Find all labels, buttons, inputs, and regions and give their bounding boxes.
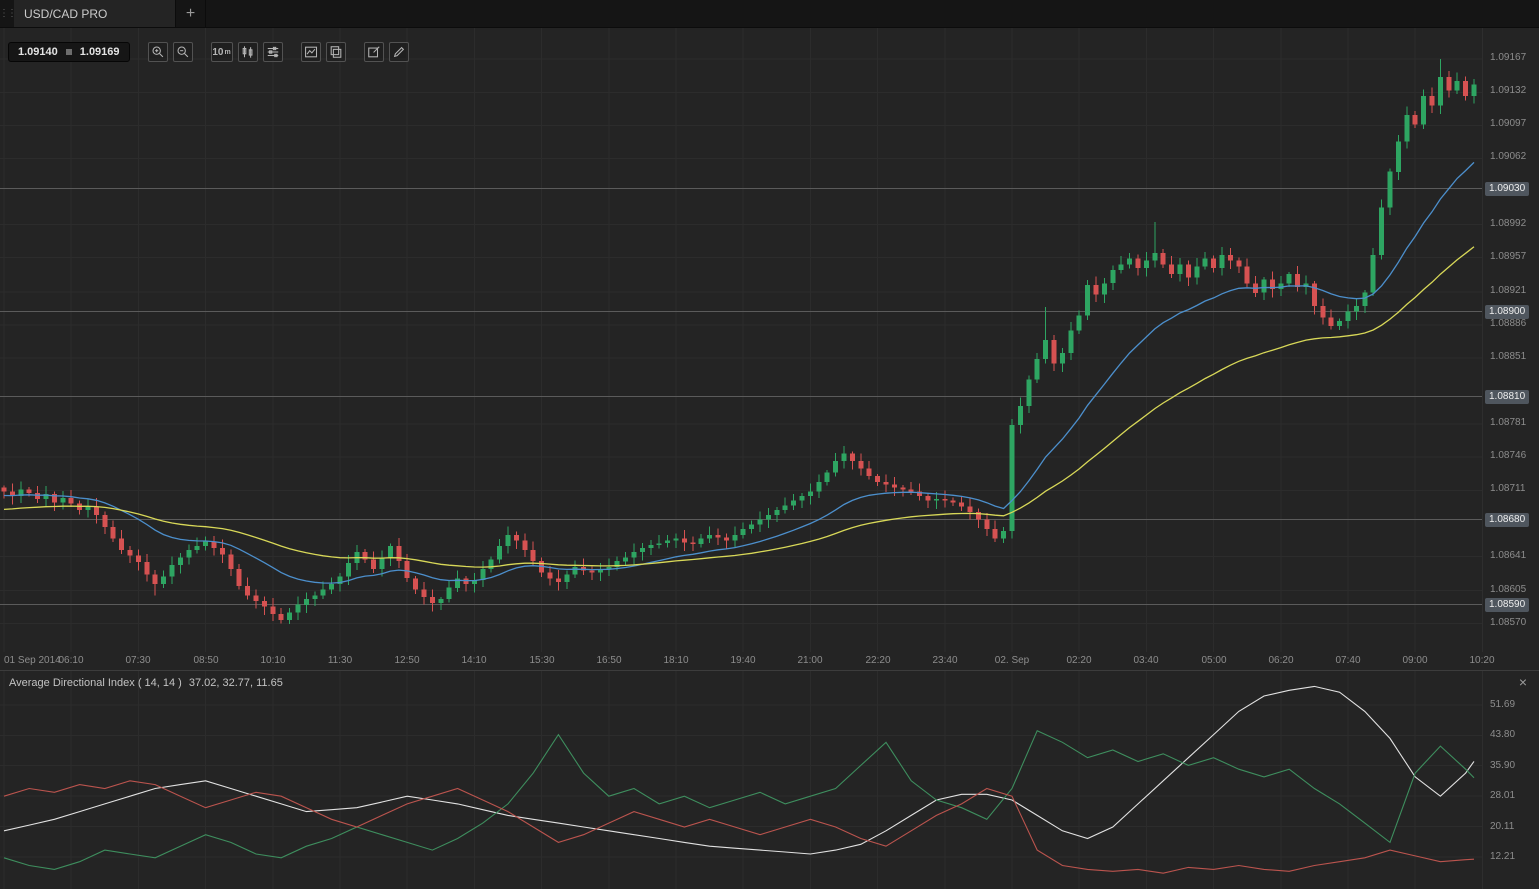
price-axis[interactable]: 1.09167 1.09132 1.09097 1.09062 1.09030 1.089… — [1482, 28, 1539, 652]
indicator-axis-label: 12.21 — [1490, 851, 1516, 862]
plus-di-line — [3, 729, 1475, 870]
chart-toolbar: 1.09140 1.09169 10 m — [8, 42, 409, 62]
price-chart[interactable] — [0, 28, 1482, 652]
price-axis-label: 1.08641 — [1490, 550, 1527, 561]
price-axis-label: 1.08851 — [1490, 351, 1527, 362]
price-axis-label: 1.08570 — [1490, 617, 1527, 628]
ma-fast-line — [3, 161, 1475, 584]
time-axis-label: 03:40 — [1133, 655, 1159, 666]
time-axis-label: 12:50 — [394, 655, 420, 666]
indicator-label: Average Directional Index ( 14, 14 ) 37.0… — [9, 677, 283, 689]
price-axis-label: 1.08886 — [1490, 318, 1527, 329]
tab-usdcad-pro[interactable]: USD/CAD PRO — [14, 0, 176, 27]
candlestick-icon — [242, 46, 252, 58]
adx-chart[interactable] — [0, 671, 1482, 889]
zoom-in-button[interactable] — [147, 42, 168, 62]
copy-icon — [330, 46, 341, 58]
price-axis-label: 1.09062 — [1490, 151, 1527, 162]
time-axis-label: 18:10 — [663, 655, 689, 666]
indicator-values: 37.02, 32.77, 11.65 — [188, 677, 283, 689]
indicator-axis-label: 43.80 — [1490, 729, 1516, 740]
duplicate-button[interactable] — [325, 42, 346, 62]
bid-price: 1.09140 — [18, 46, 58, 58]
indicators-button[interactable] — [262, 42, 283, 62]
price-level-badge: 1.08590 — [1485, 598, 1530, 612]
price-axis-label: 1.08992 — [1490, 218, 1527, 229]
timeframe-value: 10 — [212, 46, 224, 58]
window-grip-icon: ⋮⋮ — [0, 8, 17, 19]
time-axis-label: 06:10 — [58, 655, 84, 666]
level-lines — [0, 188, 1482, 606]
time-axis-label: 23:40 — [932, 655, 958, 666]
time-axis-label: 10:20 — [1469, 655, 1495, 666]
indicator-title: Average Directional Index ( 14, 14 ) — [9, 677, 182, 689]
adx-line — [3, 685, 1475, 855]
price-axis-label: 1.08957 — [1490, 251, 1527, 262]
indicator-axis[interactable]: 51.69 43.80 35.90 28.01 20.11 12.21 — [1482, 671, 1539, 889]
ask-price: 1.09169 — [79, 46, 120, 58]
chart-panel: 1.09167 1.09132 1.09097 1.09062 1.09030 1.089… — [0, 28, 1539, 670]
zoom-in-icon — [152, 46, 163, 58]
pencil-icon — [393, 46, 404, 58]
price-axis-label: 1.09132 — [1490, 85, 1527, 96]
indicator-close-button[interactable]: × — [1518, 674, 1528, 690]
timeframe-button[interactable]: 10 m — [210, 42, 233, 62]
time-axis-label: 02:20 — [1066, 655, 1092, 666]
annotate-button[interactable] — [363, 42, 384, 62]
spread-separator-icon — [65, 49, 72, 55]
sliders-icon — [267, 46, 278, 58]
time-axis-label: 22:20 — [865, 655, 891, 666]
price-axis-label: 1.08921 — [1490, 285, 1527, 296]
time-axis-label: 09:00 — [1402, 655, 1428, 666]
indicator-axis-label: 20.11 — [1490, 821, 1515, 832]
indicator-panel: Average Directional Index ( 14, 14 ) 37.0… — [0, 670, 1539, 889]
price-axis-label: 1.08781 — [1490, 417, 1527, 428]
chart-type-button[interactable] — [237, 42, 258, 62]
quote-display[interactable]: 1.09140 1.09169 — [8, 42, 130, 62]
price-axis-label: 1.09097 — [1490, 118, 1527, 129]
price-level-badge: 1.08680 — [1485, 513, 1530, 527]
compose-icon — [367, 46, 380, 58]
indicator-axis-label: 51.69 — [1490, 699, 1516, 710]
time-axis-label: 01 Sep 2014 — [4, 655, 61, 666]
time-axis-label: 21:00 — [797, 655, 823, 666]
time-axis[interactable]: 01 Sep 2014 06:10 07:30 08:50 10:10 11:30 12:5… — [0, 652, 1539, 670]
time-axis-label: 05:00 — [1201, 655, 1227, 666]
time-axis-label: 02. Sep — [994, 655, 1030, 666]
price-axis-label: 1.09167 — [1490, 52, 1527, 63]
time-axis-label: 15:30 — [529, 655, 555, 666]
time-axis-label: 08:50 — [193, 655, 219, 666]
zoom-out-button[interactable] — [172, 42, 193, 62]
time-axis-label: 11:30 — [327, 655, 353, 666]
chart-mode-button[interactable] — [300, 42, 321, 62]
time-axis-label: 06:20 — [1268, 655, 1294, 666]
tab-bar: ⋮⋮ USD/CAD PRO + — [0, 0, 1539, 28]
chart-line-icon — [304, 46, 317, 58]
time-axis-label: 19:40 — [730, 655, 756, 666]
price-level-badge: 1.09030 — [1485, 182, 1530, 196]
price-grid — [0, 28, 1482, 652]
price-axis-label: 1.08605 — [1490, 584, 1527, 595]
indicator-grid — [0, 671, 1482, 889]
time-axis-label: 14:10 — [461, 655, 487, 666]
price-axis-label: 1.08746 — [1490, 450, 1527, 461]
time-axis-label: 07:40 — [1335, 655, 1361, 666]
indicator-axis-label: 35.90 — [1490, 760, 1516, 771]
timeframe-unit: m — [224, 48, 231, 56]
time-axis-label: 10:10 — [260, 655, 286, 666]
zoom-out-icon — [177, 46, 188, 58]
moving-averages-layer — [3, 161, 1475, 584]
new-tab-button[interactable]: + — [176, 0, 206, 27]
time-axis-label: 07:30 — [125, 655, 151, 666]
minus-di-line — [3, 780, 1475, 874]
draw-button[interactable] — [388, 42, 409, 62]
ma-slow-line — [3, 246, 1475, 568]
candles-layer — [1, 59, 1477, 625]
price-axis-label: 1.08711 — [1490, 483, 1526, 494]
price-level-badge: 1.08900 — [1485, 305, 1530, 319]
indicator-axis-label: 28.01 — [1490, 790, 1516, 801]
tab-title: USD/CAD PRO — [24, 6, 108, 21]
time-axis-label: 16:50 — [596, 655, 622, 666]
price-level-badge: 1.08810 — [1485, 390, 1530, 404]
